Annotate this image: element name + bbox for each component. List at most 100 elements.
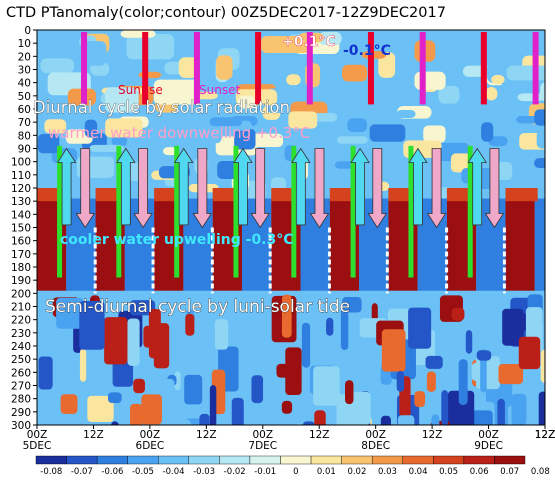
sunrise-label: Sunrise [118, 83, 163, 97]
heat-patch [260, 35, 310, 54]
upwelling-arrow [233, 147, 253, 226]
heat-patch [181, 109, 207, 127]
heat-patch [476, 350, 492, 361]
heat-patch [518, 336, 541, 370]
heat-patch [231, 397, 244, 425]
cool-band [534, 198, 545, 291]
heat-patch [185, 313, 195, 336]
sunrise-marker [367, 32, 374, 105]
heat-patch [517, 93, 545, 102]
x-tick-label: 00Z [27, 429, 48, 441]
colorbar-label: 0.06 [470, 467, 489, 477]
heat-patch [216, 55, 233, 80]
x-tick-label: 12Z [535, 429, 555, 441]
colorbar-label: -0.08 [40, 467, 62, 477]
downwelling-arrow [426, 148, 447, 229]
x-tick-label: 00Z [140, 429, 161, 441]
upwelling-arrow [116, 147, 136, 226]
heat-patch [318, 31, 342, 46]
heat-patch [397, 415, 415, 425]
tide-line-green [233, 145, 239, 278]
heat-patch [178, 57, 199, 78]
tide-line-green [57, 145, 63, 278]
y-tick-label: 70 [18, 117, 31, 129]
colorbar-label: 0.05 [439, 467, 458, 477]
x-tick-label: 12Z [309, 429, 330, 441]
heat-patch [544, 112, 545, 118]
heat-patch [246, 133, 284, 148]
colorbar-swatch [219, 455, 251, 465]
downwelling-arrow [367, 148, 388, 229]
heat-patch [184, 374, 203, 405]
warm-band [0, 199, 8, 291]
tide-lines [57, 145, 506, 294]
colorbar-swatch [494, 455, 526, 465]
colorbar-label: 0.08 [531, 467, 550, 477]
colorbar-swatch [127, 455, 159, 465]
sunset-marker [532, 32, 539, 105]
y-tick-label: 120 [11, 183, 31, 195]
y-tick-label: 190 [11, 275, 31, 287]
heat-patch [126, 33, 175, 60]
heat-patch [341, 64, 368, 82]
heat-patch [237, 95, 255, 109]
heat-patch [431, 414, 440, 425]
y-tick-label: 300 [11, 420, 31, 432]
y-tick-label: 130 [11, 196, 31, 208]
annotations: Sunrise Sunset +0.1°C -0.1°C Diurnal cyc… [33, 34, 391, 318]
heat-patch [153, 79, 200, 105]
y-tick-label: 240 [11, 341, 31, 353]
y-tick-label: 90 [18, 144, 31, 156]
heat-patch [369, 124, 406, 142]
heat-patch [79, 348, 87, 382]
colorbar-label: -0.03 [193, 467, 215, 477]
y-tick-label: 180 [11, 262, 31, 274]
minus-label: -0.1°C [343, 43, 391, 59]
heat-patch [174, 371, 181, 391]
x-tick-label: 12Z [83, 429, 104, 441]
heat-patch [378, 52, 396, 78]
warm-band [505, 198, 535, 291]
y-tick-label: 40 [18, 78, 31, 90]
warmer-water-label: warmer water downwelling +0.3°C [48, 124, 310, 142]
y-tick-label: 150 [11, 223, 31, 235]
heat-patch [396, 370, 405, 392]
heat-patch [497, 398, 505, 425]
x-tick-label: 00Z [252, 429, 273, 441]
heat-patch [426, 371, 436, 392]
x-tick-label: 00Z [365, 429, 386, 441]
tide-line-green [350, 145, 356, 278]
heat-patch [369, 109, 382, 119]
heat-patch [60, 394, 78, 414]
colorbar-swatch [66, 455, 98, 465]
y-tick-label: 160 [11, 236, 31, 248]
y-tick-label: 10 [18, 38, 31, 50]
heat-patch [301, 322, 311, 368]
heat-patch [133, 378, 145, 394]
heat-patch [414, 391, 426, 408]
colorbar-label: -0.06 [101, 467, 123, 477]
y-tick-label: 110 [11, 170, 31, 182]
heat-patch [534, 109, 545, 126]
heat-patch [511, 393, 527, 425]
heat-patch [251, 375, 264, 404]
heat-patch [141, 394, 162, 425]
heat-patch [81, 41, 107, 66]
heat-patch [381, 329, 406, 372]
heat-patch [249, 308, 269, 345]
heat-patch [408, 307, 432, 349]
heat-patch [441, 390, 449, 425]
heat-patch [319, 74, 335, 89]
y-tick-label: 100 [11, 157, 31, 169]
heat-patch [270, 177, 287, 192]
colorbar-label: 0.04 [409, 467, 428, 477]
heat-patch [536, 129, 545, 149]
arrows [56, 147, 505, 229]
heat-patch [234, 128, 256, 150]
heat-patch [162, 147, 177, 156]
heat-patch [380, 415, 391, 425]
heat-patch [84, 119, 98, 138]
y-tick-label: 140 [11, 209, 31, 221]
sunrise-marker [255, 32, 262, 105]
